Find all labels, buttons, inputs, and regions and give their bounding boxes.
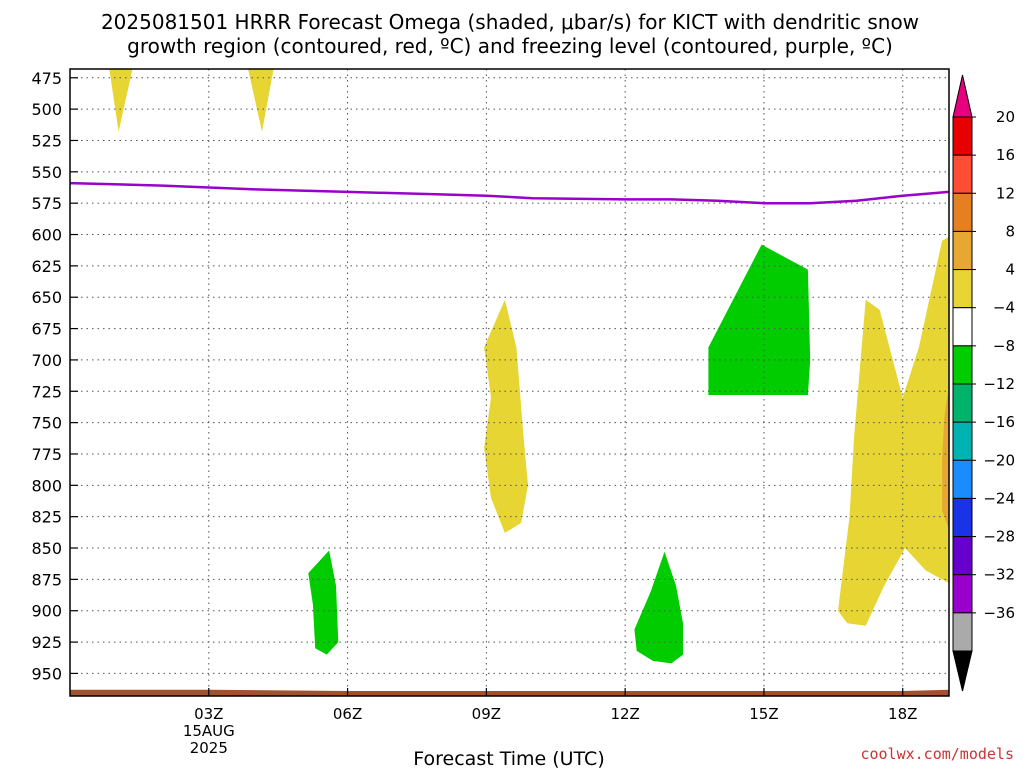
y-tick-label-900: 900 <box>31 602 62 621</box>
omega-shaded-region-1 <box>109 69 133 132</box>
x-tick-year: 2025 <box>190 739 228 757</box>
y-tick-label-550: 550 <box>31 163 62 182</box>
omega-shaded-region-8 <box>942 385 949 530</box>
y-tick-label-875: 875 <box>31 570 62 589</box>
omega-shaded-region-7 <box>838 237 949 626</box>
colorbar-swatch-6 <box>952 307 973 347</box>
y-tick-label-850: 850 <box>31 539 62 558</box>
plot-frame <box>69 68 950 697</box>
colorbar-label: −8 <box>993 337 1015 355</box>
x-tick-label-09Z: 09Z <box>472 705 501 723</box>
colorbar-label: −28 <box>983 528 1015 546</box>
colorbar-label: −20 <box>983 451 1015 469</box>
y-tick-label-475: 475 <box>31 69 62 88</box>
colorbar-top-arrow <box>952 74 973 118</box>
site-credit: coolwx.com/models <box>860 745 1014 763</box>
colorbar-swatch-10 <box>952 459 973 499</box>
colorbar-label: −24 <box>983 489 1015 507</box>
omega-shaded-region-6 <box>634 551 683 664</box>
colorbar-swatch-11 <box>952 497 973 538</box>
y-tick-label-800: 800 <box>31 476 62 495</box>
colorbar-label: −4 <box>993 299 1015 317</box>
omega-shaded-region-2 <box>248 69 274 132</box>
colorbar-swatch-13 <box>952 574 973 614</box>
y-tick-label-825: 825 <box>31 508 62 527</box>
y-tick-label-500: 500 <box>31 100 62 119</box>
colorbar-label: 8 <box>1005 222 1015 240</box>
omega-shaded-region-4 <box>308 550 339 655</box>
colorbar-swatch-7 <box>952 345 973 385</box>
colorbar-label: 16 <box>996 146 1015 164</box>
y-axis-pressure: 475 500 525 550 575 600 625 650 675 700 725 750 775 8… <box>31 69 78 683</box>
omega-shaded-region-5 <box>708 244 811 395</box>
y-tick-label-525: 525 <box>31 131 62 150</box>
colorbar-swatch-3 <box>952 192 973 232</box>
surface-terrain <box>70 689 949 696</box>
colorbar-swatch-2 <box>952 154 973 194</box>
y-tick-label-600: 600 <box>31 226 62 245</box>
plot-content <box>70 69 949 696</box>
chart-title-line1: 2025081501 HRRR Forecast Omega (shaded, … <box>101 10 919 34</box>
chart-title-line2: growth region (contoured, red, ºC) and f… <box>127 34 893 58</box>
y-tick-label-575: 575 <box>31 194 62 213</box>
colorbar-swatch-4 <box>952 230 973 271</box>
x-tick-label-15Z: 15Z <box>749 705 778 723</box>
colorbar-label: 20 <box>996 108 1015 126</box>
y-tick-label-750: 750 <box>31 414 62 433</box>
y-tick-label-925: 925 <box>31 633 62 652</box>
y-tick-label-725: 725 <box>31 382 62 401</box>
colorbar-label: −32 <box>983 566 1015 584</box>
colorbar-swatch-1 <box>952 116 973 156</box>
omega-colorbar: 20 16 12 8 4 −4 −8 −12 −16 −20 −24 −28 −32 −36 <box>952 74 1015 692</box>
y-tick-label-700: 700 <box>31 351 62 370</box>
colorbar-bottom-arrow <box>952 650 973 692</box>
colorbar-label: −36 <box>983 604 1015 622</box>
x-tick-label-12Z: 12Z <box>610 705 639 723</box>
colorbar-swatch-9 <box>952 421 973 461</box>
colorbar-swatch-8 <box>952 383 973 423</box>
colorbar-swatch-12 <box>952 536 973 576</box>
y-tick-label-950: 950 <box>31 664 62 683</box>
y-tick-label-675: 675 <box>31 320 62 339</box>
x-tick-date: 15AUG <box>183 722 235 740</box>
omega-shaded-region-3 <box>484 299 528 533</box>
y-tick-label-625: 625 <box>31 257 62 276</box>
x-tick-label-18Z: 18Z <box>888 705 917 723</box>
x-tick-label-06Z: 06Z <box>333 705 362 723</box>
y-tick-label-775: 775 <box>31 445 62 464</box>
colorbar-label: −16 <box>983 413 1015 431</box>
x-axis-label: Forecast Time (UTC) <box>413 748 604 768</box>
colorbar-swatch-14 <box>952 612 973 652</box>
colorbar-label: 12 <box>996 184 1015 202</box>
y-tick-label-650: 650 <box>31 288 62 307</box>
colorbar-swatch-5 <box>952 269 973 309</box>
colorbar-label: 4 <box>1005 261 1015 279</box>
freezing-level-line <box>70 181 949 205</box>
x-tick-label-03Z: 03Z <box>194 705 223 723</box>
colorbar-label: −12 <box>983 375 1015 393</box>
plot-area <box>69 68 950 697</box>
